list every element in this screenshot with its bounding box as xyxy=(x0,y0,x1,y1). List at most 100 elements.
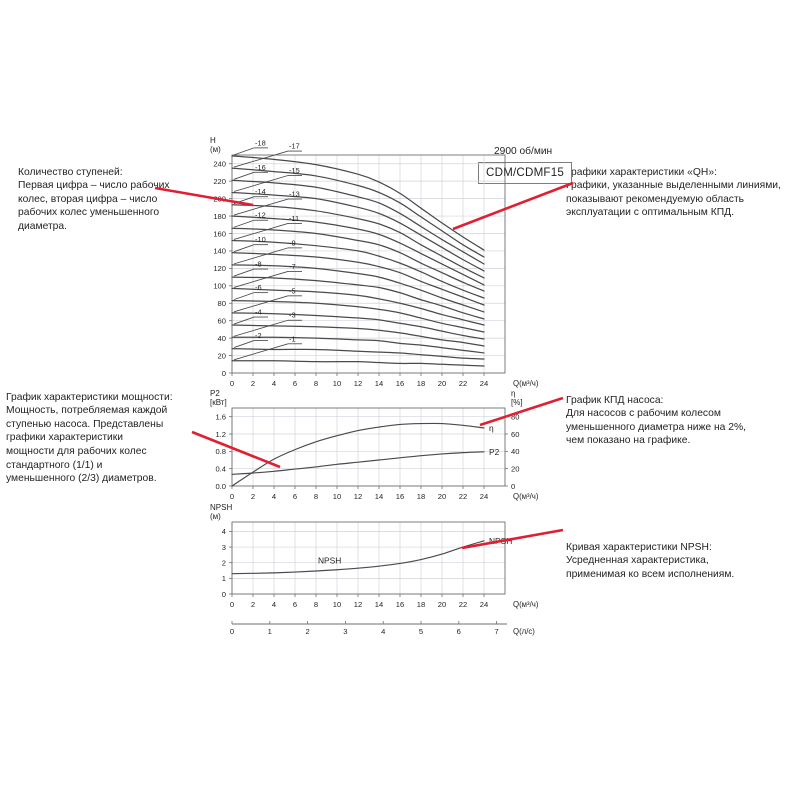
leader-arrow-npsh xyxy=(461,528,564,550)
annotation-power-body: Мощность, потребляемая каждой ступенью н… xyxy=(6,405,168,485)
curve-label-η: η xyxy=(489,423,494,433)
pump-speed-label: 2900 об/мин xyxy=(494,146,553,157)
curve--11 xyxy=(231,239,485,299)
curve-leader--10 xyxy=(233,244,255,253)
curve-label--3: -3 xyxy=(289,311,296,320)
x-tick-label: 10 xyxy=(333,492,341,501)
curve-leader--6 xyxy=(233,292,255,301)
y-tick-label: 40 xyxy=(218,334,226,343)
x-tick-label: 18 xyxy=(417,492,425,501)
y-tick-label: 0 xyxy=(222,590,226,599)
x-tick-label: 0 xyxy=(230,600,234,609)
y2-tick-label: 80 xyxy=(511,412,519,421)
curve-leader--1 xyxy=(233,343,289,361)
x-tick-label: 22 xyxy=(459,600,467,609)
x2-tick-label: 4 xyxy=(381,627,385,636)
x-tick-label: 20 xyxy=(438,492,446,501)
curve--3 xyxy=(231,336,485,354)
leader-arrow-efficiency xyxy=(479,396,564,427)
x-tick-label: 6 xyxy=(293,379,297,388)
x-tick-label: 24 xyxy=(480,492,488,501)
power-efficiency-chart: 0 2 4 6 8 10 12 14 16 18 20 22 240.00.40.81.21.6Q(м³… xyxy=(210,389,539,501)
npsh-chart: 0 2 4 6 8 10 12 14 16 18 20 22 2401234Q(м³/ч)NPSH(м)… xyxy=(210,503,539,636)
y2-axis-unit: [%] xyxy=(511,398,523,407)
annotation-npsh-body: Усредненная характеристика, применимая к… xyxy=(566,555,735,580)
annotation-power: График характеристики мощности: Мощность,… xyxy=(6,377,202,486)
x2-tick-label: 5 xyxy=(419,627,423,636)
x2-tick-label: 3 xyxy=(343,627,347,636)
x-tick-label: 12 xyxy=(354,492,362,501)
annotation-npsh-title: Кривая характеристики NPSH: xyxy=(566,541,712,553)
y-axis-label: H xyxy=(210,136,216,145)
x-tick-label: 22 xyxy=(459,379,467,388)
x-tick-label: 12 xyxy=(354,600,362,609)
curve-label--12: -12 xyxy=(255,211,266,220)
curve-label--15: -15 xyxy=(289,166,300,175)
curve-label--14: -14 xyxy=(255,187,266,196)
curve-leader--3 xyxy=(233,319,289,337)
annotation-efficiency-body: Для насосов с рабочим колесом уменьшенно… xyxy=(566,408,747,447)
plot-frame xyxy=(231,154,506,374)
curve--5 xyxy=(231,312,485,340)
annotation-qh-title: Графики характеристики «QH»: xyxy=(566,166,717,178)
curve--4 xyxy=(231,324,485,347)
x-tick-label: 22 xyxy=(459,492,467,501)
annotation-npsh: Кривая характеристики NPSH: Усредненная х… xyxy=(566,527,798,581)
x-tick-label: 24 xyxy=(480,600,488,609)
pump-model-badge: CDM/CDMF15 xyxy=(478,162,573,184)
x-axis-label: Q(м³/ч) xyxy=(513,600,539,609)
curve-leader--9 xyxy=(233,247,289,265)
curve--9 xyxy=(231,264,485,313)
curve-η xyxy=(231,422,485,487)
y-tick-label: 100 xyxy=(213,282,226,291)
x-tick-label: 6 xyxy=(293,492,297,501)
curve-leader--4 xyxy=(233,316,255,325)
curve-leader--7 xyxy=(233,271,289,288)
y-tick-label: 0.4 xyxy=(215,464,226,473)
curve--15 xyxy=(231,191,485,272)
curve-leader--5 xyxy=(233,295,289,313)
y2-axis-label: η xyxy=(511,389,515,398)
y-axis-unit: [кВт] xyxy=(210,398,227,407)
curve-label--18: -18 xyxy=(255,138,266,147)
x-tick-label: 0 xyxy=(230,492,234,501)
y-tick-label: 1.2 xyxy=(215,430,226,439)
curve-NPSH xyxy=(231,540,485,575)
curve-leader--15 xyxy=(233,175,289,192)
curve-label-P2: P2 xyxy=(489,447,500,457)
annotation-power-title: График характеристики мощности: xyxy=(6,391,173,403)
x-tick-label: 14 xyxy=(375,379,383,388)
y2-tick-label: 0 xyxy=(511,482,515,491)
curve-leader--16 xyxy=(233,171,255,180)
x-tick-label: 14 xyxy=(375,600,383,609)
y-tick-label: 2 xyxy=(222,558,226,567)
y-tick-label: 60 xyxy=(218,316,226,325)
x2-tick-label: 2 xyxy=(305,627,309,636)
y-axis-label: NPSH xyxy=(210,503,232,512)
curve--13 xyxy=(231,215,485,286)
x2-tick-label: 1 xyxy=(268,627,272,636)
curve-label--5: -5 xyxy=(289,286,296,295)
y-tick-label: 80 xyxy=(218,299,226,308)
annotation-qh: Графики характеристики «QH»: Графики, ука… xyxy=(566,152,798,220)
curve-label--8: -8 xyxy=(255,260,262,269)
curve-leader--13 xyxy=(233,198,289,216)
plot-frame xyxy=(231,407,506,487)
y-tick-label: 140 xyxy=(213,247,226,256)
curve-label--7: -7 xyxy=(289,262,296,271)
curve-label--11: -11 xyxy=(289,214,299,223)
curve--8 xyxy=(231,276,485,320)
x-tick-label: 2 xyxy=(251,600,255,609)
x-tick-label: 18 xyxy=(417,600,425,609)
x-tick-label: 8 xyxy=(314,379,318,388)
curve--6 xyxy=(231,299,485,333)
x2-tick-label: 6 xyxy=(457,627,461,636)
curve--2 xyxy=(231,347,485,360)
curve-label--17: -17 xyxy=(289,142,300,151)
plot-frame xyxy=(231,521,506,595)
curve-label--2: -2 xyxy=(255,331,262,340)
annotation-efficiency-title: График КПД насоса: xyxy=(566,394,664,406)
curve-leader--14 xyxy=(233,196,255,205)
annotation-stages: Количество ступеней: Первая цифра – число… xyxy=(18,152,223,234)
x-tick-label: 2 xyxy=(251,492,255,501)
